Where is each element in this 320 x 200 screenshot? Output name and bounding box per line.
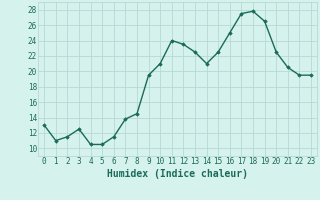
X-axis label: Humidex (Indice chaleur): Humidex (Indice chaleur) xyxy=(107,169,248,179)
